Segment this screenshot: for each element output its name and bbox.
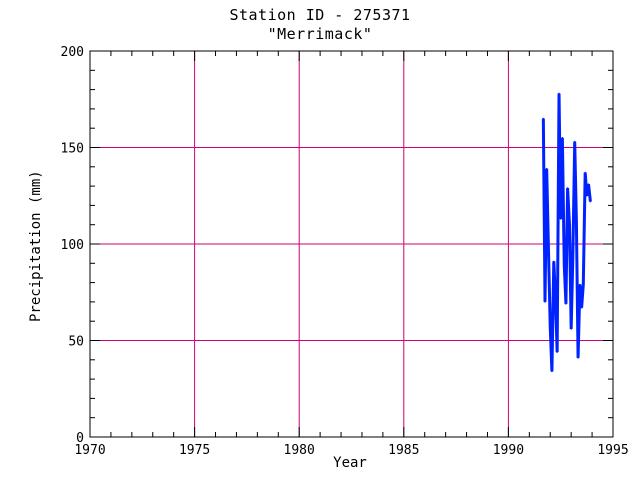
data-point — [584, 171, 586, 174]
y-tick-label: 50 — [68, 335, 84, 350]
x-tick-label: 1980 — [284, 443, 315, 458]
data-point — [545, 167, 548, 170]
data-point — [551, 370, 553, 373]
data-point — [558, 92, 560, 95]
x-axis-label: Year — [333, 455, 367, 471]
x-tick-label: 1985 — [388, 443, 419, 458]
x-tick-label: 1990 — [493, 443, 524, 458]
data-point — [563, 264, 566, 267]
data-point — [589, 200, 592, 203]
x-tick-label: 1970 — [74, 443, 105, 458]
data-point — [573, 140, 576, 143]
data-point — [556, 351, 558, 353]
data-point — [570, 328, 572, 330]
data-point — [566, 187, 569, 189]
series-line-0 — [541, 93, 592, 372]
chart-subtitle: "Merrimack" — [267, 25, 373, 43]
data-point — [552, 260, 555, 263]
data-point — [542, 117, 545, 120]
data-point — [559, 218, 562, 220]
y-tick-label: 100 — [61, 238, 84, 253]
data-point — [549, 326, 552, 328]
data-point — [577, 357, 579, 359]
chart-title: Station ID - 275371 — [229, 6, 411, 24]
data-point — [579, 283, 581, 286]
y-axis-label: Precipitation (mm) — [28, 170, 44, 322]
data-point — [561, 137, 564, 139]
y-tick-label: 0 — [76, 431, 84, 446]
data-point — [544, 301, 546, 303]
x-tick-label: 1995 — [597, 443, 628, 458]
data-point — [586, 194, 588, 197]
data-point — [554, 297, 557, 299]
y-tick-label: 200 — [61, 45, 84, 60]
data-point — [582, 283, 585, 286]
y-tick-label: 150 — [61, 142, 84, 157]
data-point — [575, 220, 578, 222]
data-point — [587, 183, 590, 185]
x-tick-label: 1975 — [179, 443, 210, 458]
data-point — [565, 303, 567, 305]
data-point — [580, 306, 583, 309]
data-point — [572, 256, 574, 259]
data-point — [568, 223, 571, 226]
data-point — [547, 252, 550, 255]
